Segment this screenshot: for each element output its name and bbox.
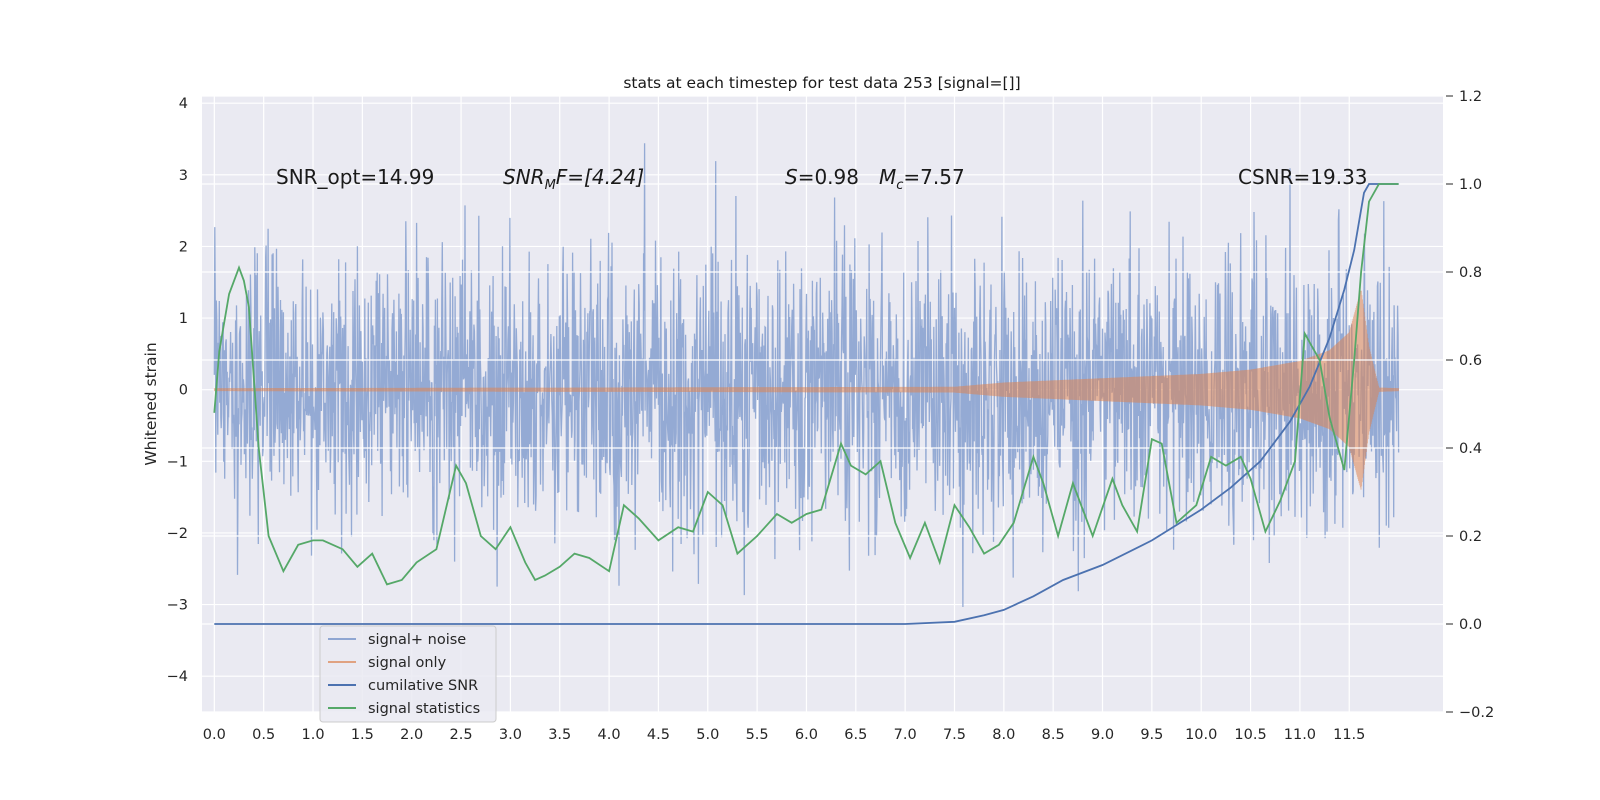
annotation-snr-opt: SNR_opt=14.99 [276,165,434,189]
x-tick-label: 5.5 [746,727,769,743]
legend-label-signal-statistics: signal statistics [368,701,480,717]
axis-ticks: 0.0 0.5 1.0 1.5 2.0 2.5 3.0 3.5 4.0 4.5 5.0 5.5 6.0 6… [167,89,1495,743]
annotation-csnr: CSNR=19.33 [1238,165,1368,189]
legend-label-signal-noise: signal+ noise [368,632,466,648]
x-tick-label: 4.0 [598,727,621,743]
y-right-tick-label: 0.8 [1459,265,1482,281]
signal-only-line [213,290,1400,490]
x-tick-label: 3.5 [548,727,571,743]
y-right-tick-label: 0.4 [1459,441,1482,457]
y-right-tick-label: 1.2 [1459,89,1482,105]
y-left-tick-label: 2 [179,239,188,255]
x-tick-label: 11.0 [1284,727,1316,743]
cumulative-snr-line [214,183,1399,625]
legend-label-signal-only: signal only [368,655,447,671]
y-left-tick-label: 0 [179,383,188,399]
x-tick-label: 6.5 [844,727,867,743]
x-tick-label: 10.5 [1234,727,1266,743]
legend-label-cumulative-snr: cumilative SNR [368,678,478,694]
x-tick-label: 10.0 [1185,727,1217,743]
annotation-s: S=0.98 [785,165,859,189]
x-tick-label: 9.5 [1140,727,1163,743]
chart-title: stats at each timestep for test data 253… [623,74,1020,92]
x-tick-label: 7.5 [943,727,966,743]
y-right-tick-label: −0.2 [1459,705,1494,721]
x-tick-label: 11.5 [1333,727,1365,743]
x-tick-label: 0.0 [203,727,226,743]
x-tick-label: 1.0 [301,727,324,743]
legend: signal+ noise signal only cumilative SNR… [319,625,497,723]
x-tick-label: 2.5 [450,727,473,743]
x-tick-label: 8.5 [1042,727,1065,743]
legend-box [319,625,497,723]
y-left-tick-label: −4 [167,669,188,685]
x-tick-label: 7.0 [894,727,917,743]
x-tick-label: 9.0 [1091,727,1114,743]
x-tick-label: 5.0 [696,727,719,743]
x-tick-label: 3.0 [499,727,522,743]
annotation-snr-mf: SNRMF=[4.24] [503,165,644,193]
y-axis-label: Whitened strain [142,342,160,465]
cumulative-snr-series [214,183,1399,625]
signal-statistics-series [213,183,1399,586]
x-tick-label: 4.5 [647,727,670,743]
x-tick-label: 6.0 [795,727,818,743]
y-left-tick-label: −3 [167,598,188,614]
y-left-tick-label: −2 [167,526,188,542]
x-tick-label: 0.5 [252,727,275,743]
y-right-tick-label: 0.2 [1459,529,1482,545]
y-left-tick-label: 1 [179,311,188,327]
annotation-mc: Mc=7.57 [879,165,965,193]
x-tick-label: 1.5 [351,727,374,743]
y-right-tick-label: 1.0 [1459,177,1482,193]
y-right-tick-label: 0.6 [1459,353,1482,369]
signal-statistics-line [213,183,1399,586]
x-tick-label: 8.0 [992,727,1015,743]
y-left-tick-label: 3 [179,168,188,184]
y-left-tick-label: −1 [167,454,188,470]
x-tick-label: 2.0 [400,727,423,743]
signal-only-series [213,290,1400,490]
y-left-tick-label: 4 [179,96,188,112]
y-right-tick-label: 0.0 [1459,617,1482,633]
